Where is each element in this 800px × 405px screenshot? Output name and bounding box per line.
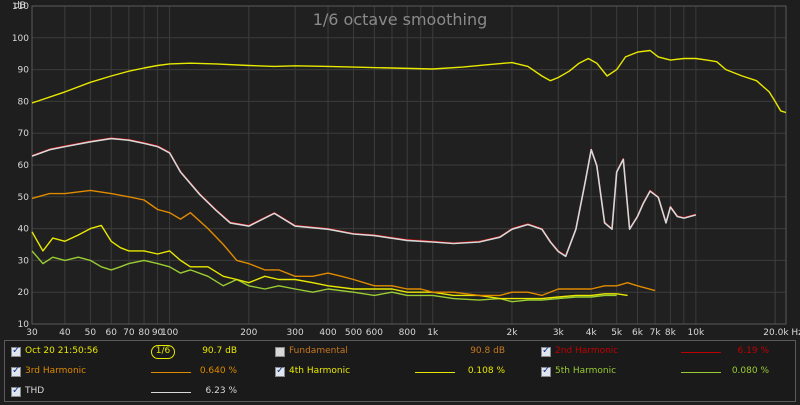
y-tick-label: 30	[18, 256, 30, 266]
y-tick-label: 100	[12, 34, 29, 44]
fundamental-value: 90.8 dB	[470, 346, 505, 356]
5th-harmonic-swatch	[681, 372, 721, 373]
x-tick-label: 70	[123, 328, 135, 338]
2nd-harmonic-checkbox[interactable]	[541, 345, 551, 357]
5th-harmonic-label: 5th Harmonic	[555, 366, 617, 376]
x-tick-label: 100	[161, 328, 178, 338]
legend-row-1: Oct 20 21:50:56 1/6 90.7 dB Fundamental …	[5, 343, 795, 363]
2nd-harmonic-swatch	[681, 352, 721, 353]
thd-checkbox[interactable]	[11, 385, 21, 397]
plot-border	[31, 5, 787, 325]
x-tick-label: 6k	[632, 328, 644, 338]
x-tick-label: 400	[319, 328, 336, 338]
x-tick-label: 4k	[586, 328, 598, 338]
x-tick-label: 7k	[650, 328, 662, 338]
timestamp-checkbox[interactable]	[11, 345, 21, 357]
level-value: 90.7 dB	[202, 346, 237, 356]
thd-value: 6.23 %	[205, 386, 237, 396]
x-tick-label: 800	[399, 328, 416, 338]
x-tick-label: 30	[26, 328, 38, 338]
4th-harmonic-label: 4th Harmonic	[289, 366, 351, 376]
chart-title: 1/6 octave smoothing	[313, 10, 488, 29]
measurement-timestamp: Oct 20 21:50:56	[25, 346, 99, 356]
4th-harmonic-swatch	[415, 372, 455, 373]
thd-swatch	[151, 392, 191, 393]
5th-harmonic-value: 0.080 %	[731, 366, 769, 376]
3rd-harmonic-swatch	[151, 372, 191, 373]
x-tick-label: 8k	[665, 328, 677, 338]
2nd-harmonic-label: 2nd Harmonic	[555, 346, 619, 356]
x-tick-label: 20.0k Hz	[763, 328, 800, 338]
x-tick-label: 1k	[427, 328, 439, 338]
x-tick-label: 300	[287, 328, 304, 338]
y-tick-label: 50	[18, 193, 30, 203]
x-tick-label: 3k	[553, 328, 565, 338]
4th-harmonic-value: 0.108 %	[467, 366, 505, 376]
y-tick-label: 90	[18, 66, 30, 76]
x-tick-label: 2k	[506, 328, 518, 338]
legend-panel: Oct 20 21:50:56 1/6 90.7 dB Fundamental …	[4, 340, 796, 402]
smoothing-button[interactable]: 1/6	[151, 345, 175, 359]
fundamental-checkbox[interactable]	[275, 347, 285, 357]
y-tick-label: 60	[18, 161, 30, 171]
y-tick-label: 70	[18, 129, 30, 139]
legend-row-3: THD 6.23 %	[5, 383, 795, 403]
3rd-harmonic-value: 0.640 %	[199, 366, 237, 376]
4th-harmonic-checkbox[interactable]	[275, 365, 285, 377]
y-tick-label: 20	[18, 288, 30, 298]
3rd-harmonic-label: 3rd Harmonic	[25, 366, 87, 376]
thd-label: THD	[25, 386, 45, 396]
y-axis-label: dB	[14, 1, 26, 11]
series-line-5th-harmonic	[31, 250, 617, 303]
fundamental-label: Fundamental	[289, 346, 348, 356]
y-tick-label: 110	[12, 2, 29, 12]
x-tick-label: 600	[366, 328, 383, 338]
x-tick-label: 40	[59, 328, 71, 338]
series-line-fundamental	[31, 49, 787, 114]
5th-harmonic-checkbox[interactable]	[541, 365, 551, 377]
x-tick-label: 80	[138, 328, 150, 338]
x-tick-label: 5k	[611, 328, 623, 338]
series-line-thd	[31, 137, 697, 258]
legend-row-2: 3rd Harmonic 0.640 % 4th Harmonic 0.108 …	[5, 363, 795, 383]
x-tick-label: 500	[345, 328, 362, 338]
series-line-4th-harmonic	[31, 224, 628, 300]
x-tick-label: 200	[240, 328, 257, 338]
x-tick-label: 10k	[688, 328, 705, 338]
y-tick-label: 80	[18, 97, 30, 107]
x-tick-label: 50	[85, 328, 97, 338]
y-tick-label: 10	[18, 320, 30, 330]
chart-area[interactable]: 10 20 30 40 50 60 70 80 90 100 110 dB 30 40 50 60 70 80 90…	[0, 0, 800, 340]
y-tick-label: 40	[18, 225, 30, 235]
2nd-harmonic-value: 6.19 %	[737, 346, 769, 356]
series-line-3rd-harmonic	[31, 189, 656, 297]
x-tick-label: 60	[105, 328, 117, 338]
3rd-harmonic-checkbox[interactable]	[11, 365, 21, 377]
x-tick-label: 90	[152, 328, 164, 338]
